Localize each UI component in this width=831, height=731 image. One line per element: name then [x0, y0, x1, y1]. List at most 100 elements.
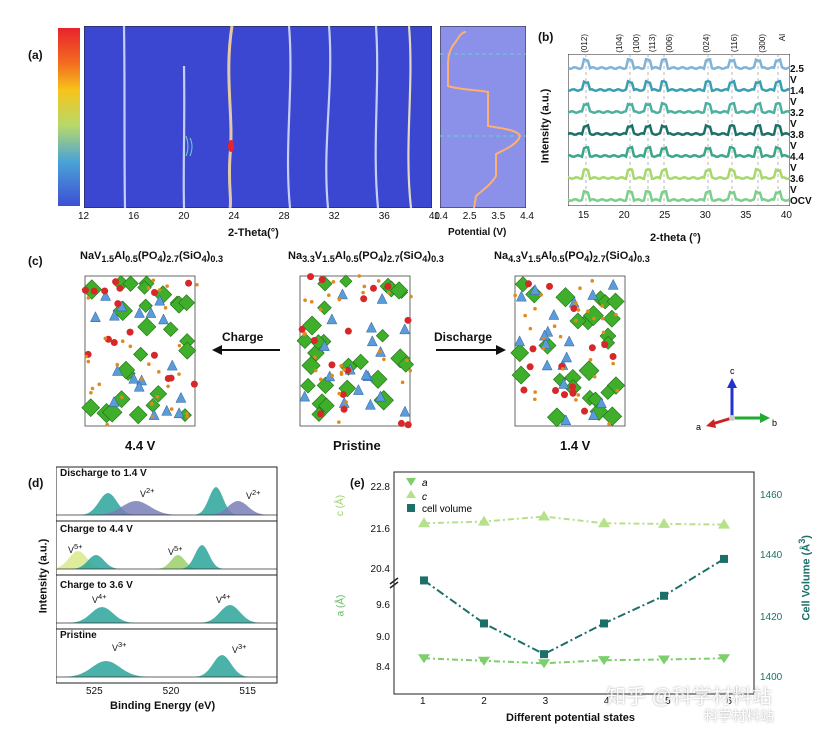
o-atom: [405, 358, 409, 362]
o-atom: [84, 354, 89, 359]
vo6-octahedron: [301, 355, 321, 376]
xrd-curve: [568, 101, 790, 115]
o-atom: [303, 298, 307, 302]
xps-row-title: Discharge to 1.4 V: [60, 468, 147, 479]
po4-tetrahedron: [108, 395, 120, 407]
axis-b-label: b: [772, 418, 777, 428]
o-atom: [166, 384, 170, 389]
o-atom: [590, 279, 595, 283]
c-point: [418, 517, 430, 528]
o-atom: [408, 368, 413, 373]
o-atom: [314, 368, 318, 373]
xps-peak: [208, 501, 268, 515]
o-atom: [586, 309, 590, 313]
na-atom: [317, 410, 325, 418]
po4-tetrahedron: [595, 397, 607, 409]
na-atom: [529, 345, 537, 353]
o-atom: [339, 363, 343, 368]
na-atom: [318, 276, 326, 284]
xps-row-frame: [55, 628, 278, 684]
na-atom: [588, 344, 596, 352]
contour-line: [325, 26, 332, 208]
discharge-label: Discharge: [434, 330, 493, 344]
o-atom: [574, 301, 578, 306]
na-atom: [560, 391, 568, 399]
o-atom: [533, 306, 537, 311]
lattice-chart: a c cell volume: [389, 471, 755, 695]
vo6-octahedron: [589, 402, 609, 421]
xrd-curve: [568, 167, 790, 181]
na-atom: [569, 383, 577, 391]
volume-point: [420, 576, 428, 585]
xps-peak-label: V5+: [168, 544, 183, 557]
charge-label: Charge: [222, 330, 264, 344]
left-formula: NaV1.5Al0.5(PO4)2.7(SiO4)0.3: [80, 250, 224, 265]
mid-state: Pristine: [333, 438, 381, 453]
contour-line: [374, 26, 380, 208]
panel-b-label: (b): [538, 30, 554, 44]
na-atom: [404, 421, 412, 429]
na-atom: [581, 407, 589, 415]
panel-a-label: (a): [28, 48, 43, 62]
axis-a-label: a: [696, 422, 701, 432]
o-atom: [86, 296, 91, 300]
po4-tetrahedron: [560, 414, 572, 426]
xps-peak: [94, 501, 178, 515]
axes-triad: c b a: [696, 366, 777, 432]
o-atom: [409, 294, 413, 299]
o-atom: [588, 358, 593, 362]
o-atom: [163, 306, 168, 310]
po4-tetrahedron: [100, 289, 111, 301]
o-atom: [309, 300, 314, 304]
po4-tetrahedron: [173, 407, 185, 419]
contour-line: [182, 65, 186, 208]
po4-tetrahedron: [515, 290, 527, 302]
po4-tetrahedron: [529, 284, 541, 295]
po4-tetrahedron: [375, 390, 386, 402]
po4-tetrahedron: [128, 372, 140, 384]
xrd-x-ticks: 15 20 25 30 35 40: [578, 210, 792, 221]
e-x-label: Different potential states: [506, 712, 635, 724]
na-atom: [404, 316, 412, 324]
na-atom: [112, 278, 120, 286]
volume-point: [660, 591, 668, 600]
po4-tetrahedron: [158, 313, 169, 325]
o-atom: [128, 344, 133, 349]
po4-tetrahedron: [366, 321, 377, 333]
o-atom: [400, 380, 405, 385]
po4-tetrahedron: [399, 405, 411, 417]
o-atom: [120, 339, 125, 343]
na-atom: [110, 339, 118, 347]
mid-formula: Na3.3V1.5Al0.5(PO4)2.7(SiO4)0.3: [288, 250, 444, 265]
a-point: [718, 654, 730, 664]
c-point: [478, 515, 490, 526]
o-atom: [330, 373, 334, 378]
po4-tetrahedron: [109, 309, 120, 321]
o-atom: [318, 377, 323, 382]
watermark-2: 科学材料站: [704, 708, 774, 724]
o-atom: [331, 279, 336, 284]
po4-tetrahedron: [558, 377, 570, 389]
o-atom: [576, 393, 581, 397]
a-point: [658, 655, 670, 665]
xrd-y-label: Intensity (a.u.): [539, 88, 552, 164]
o-atom: [97, 382, 102, 387]
o-atom: [528, 326, 533, 331]
a-point: [418, 654, 430, 664]
e-right-label: Cell Volume (Å3): [796, 535, 813, 621]
o-atom: [150, 402, 154, 406]
na-atom: [369, 284, 377, 292]
po4-tetrahedron: [540, 338, 552, 349]
panel-a-x-label: 2-Theta(°): [228, 227, 279, 239]
po4-tetrahedron: [166, 359, 178, 371]
vo6-octahedron: [122, 275, 139, 292]
na-atom: [167, 374, 175, 382]
na-atom: [570, 305, 578, 313]
vo6-octahedron: [389, 281, 409, 300]
na-atom: [384, 282, 392, 290]
panel-d-label: (d): [28, 476, 44, 490]
vo6-octahedron: [511, 365, 531, 385]
o-atom: [165, 284, 169, 288]
o-atom: [120, 395, 124, 399]
xrd-curve: [568, 189, 790, 203]
